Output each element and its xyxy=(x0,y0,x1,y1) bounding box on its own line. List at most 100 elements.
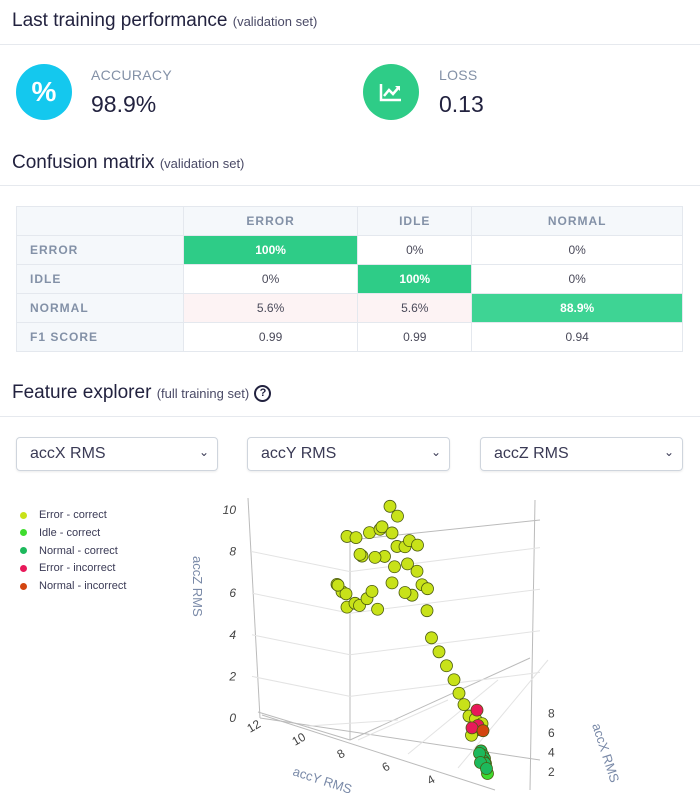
cell: 5.6% xyxy=(357,293,473,323)
row-header: NORMAL xyxy=(16,293,184,323)
confusion-matrix: ERROR IDLE NORMAL ERROR 100% 0% 0% IDLE 0% 100%… xyxy=(16,206,683,352)
grid-line xyxy=(307,719,399,727)
data-point[interactable] xyxy=(432,645,446,659)
data-point[interactable] xyxy=(440,659,453,673)
data-point[interactable] xyxy=(410,564,424,578)
data-point[interactable] xyxy=(465,721,479,735)
data-point[interactable] xyxy=(339,587,353,601)
data-point[interactable] xyxy=(470,703,484,717)
legend-marker xyxy=(20,582,27,590)
grid-line xyxy=(251,634,351,656)
grid-line xyxy=(349,671,541,697)
x-tick-label: 2 xyxy=(548,765,555,779)
x-tick-label: 8 xyxy=(548,707,555,721)
data-point[interactable] xyxy=(365,584,379,598)
data-point[interactable] xyxy=(401,557,414,571)
z-tick-label: 2 xyxy=(228,669,236,683)
chevron-down-icon: ⌄ xyxy=(430,445,441,459)
grid-line xyxy=(457,659,549,769)
table-row: F1 SCORE 0.99 0.99 0.94 xyxy=(16,322,683,352)
accuracy-label: ACCURACY xyxy=(91,67,172,83)
cell: 100% xyxy=(182,235,359,265)
axis-line xyxy=(247,497,261,719)
question-circle-icon[interactable]: ? xyxy=(254,385,272,402)
table-row: ERROR 100% 0% 0% xyxy=(16,235,683,265)
col-header: NORMAL xyxy=(471,206,683,236)
data-point[interactable] xyxy=(368,551,382,564)
loss-label: LOSS xyxy=(439,67,478,83)
data-point[interactable] xyxy=(420,604,434,618)
axis-line xyxy=(259,717,541,761)
x-tick-label: 4 xyxy=(548,746,555,760)
axis-line xyxy=(257,711,351,741)
row-header: F1 SCORE xyxy=(16,322,184,352)
data-point[interactable] xyxy=(349,531,363,544)
x-tick-label: 6 xyxy=(548,726,555,740)
data-point[interactable] xyxy=(391,509,404,523)
data-point[interactable] xyxy=(411,538,424,552)
chevron-down-icon: ⌄ xyxy=(663,445,674,459)
data-point[interactable] xyxy=(457,698,471,712)
data-point[interactable] xyxy=(447,673,461,687)
z-axis-title: accZ RMS xyxy=(190,556,205,617)
legend-item[interactable]: Normal - correct xyxy=(20,545,118,557)
data-point[interactable] xyxy=(383,499,397,513)
chevron-down-icon: ⌄ xyxy=(198,445,209,459)
z-axis-select[interactable]: accZ RMS ⌄ xyxy=(480,437,683,471)
grid-line xyxy=(349,630,541,656)
row-header: ERROR xyxy=(16,235,184,265)
data-point[interactable] xyxy=(398,586,412,599)
data-point[interactable] xyxy=(353,548,367,561)
legend-label: Error - correct xyxy=(39,509,107,521)
z-tick-label: 0 xyxy=(229,711,236,725)
grid-line xyxy=(407,679,499,755)
loss-value: 0.13 xyxy=(439,91,484,117)
axis-line xyxy=(529,499,536,791)
legend-label: Normal - incorrect xyxy=(39,580,127,593)
legend-item[interactable]: Idle - correct xyxy=(20,527,100,539)
data-point[interactable] xyxy=(421,582,434,596)
cell: 5.6% xyxy=(182,293,359,323)
cell: 0.99 xyxy=(182,322,359,352)
accuracy-value: 98.9% xyxy=(91,91,157,117)
legend-label: Idle - correct xyxy=(39,526,101,539)
explorer-title: Feature explorer (full training set) ? xyxy=(12,382,272,404)
legend-item[interactable]: Normal - incorrect xyxy=(20,580,126,592)
cell: 0% xyxy=(471,264,683,294)
y-axis-select[interactable]: accY RMS ⌄ xyxy=(247,437,450,471)
axis-line xyxy=(261,714,496,791)
legend-label: Normal - correct xyxy=(39,544,118,557)
table-row: NORMAL 5.6% 5.6% 88.9% xyxy=(16,293,683,323)
grid-line xyxy=(251,592,351,614)
cell: 100% xyxy=(357,264,473,294)
grid-line xyxy=(251,551,351,573)
y-axis-title: accY RMS xyxy=(291,764,354,797)
axis-line xyxy=(349,657,531,741)
z-tick-label: 8 xyxy=(229,545,236,559)
y-tick-label: 4 xyxy=(425,772,438,788)
data-point[interactable] xyxy=(425,631,438,645)
corner-cell xyxy=(16,206,184,236)
col-header: IDLE xyxy=(357,206,473,236)
y-tick-label: 10 xyxy=(290,730,309,749)
data-point[interactable] xyxy=(385,526,399,540)
data-point[interactable] xyxy=(476,724,490,738)
data-point[interactable] xyxy=(375,520,389,534)
data-point[interactable] xyxy=(480,762,493,775)
data-point[interactable] xyxy=(388,560,401,574)
grid-line xyxy=(357,699,449,741)
legend-marker xyxy=(20,511,27,519)
z-tick-label: 10 xyxy=(223,503,237,517)
data-point[interactable] xyxy=(331,578,345,592)
data-point[interactable] xyxy=(452,686,466,700)
legend-label: Error - incorrect xyxy=(39,562,116,575)
data-point[interactable] xyxy=(371,602,385,616)
grid-line xyxy=(349,547,541,573)
legend-item[interactable]: Error - incorrect xyxy=(20,562,115,574)
x-axis-select[interactable]: accX RMS ⌄ xyxy=(16,437,218,471)
cell: 0.94 xyxy=(471,322,683,352)
legend-marker xyxy=(20,547,27,555)
data-point[interactable] xyxy=(385,576,399,590)
legend-item[interactable]: Error - correct xyxy=(20,509,107,521)
